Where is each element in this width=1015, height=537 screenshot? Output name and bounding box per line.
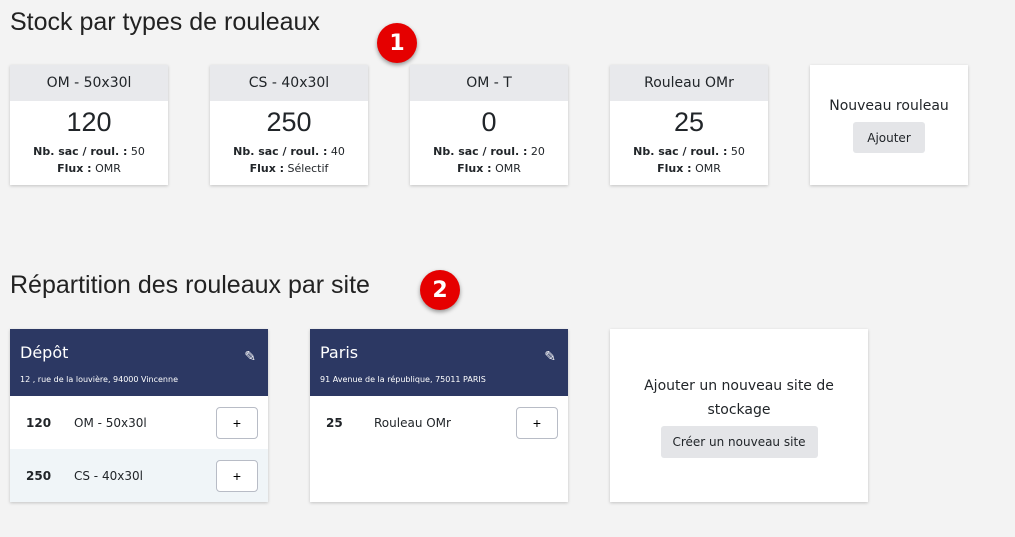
roll-stock: 25: [673, 107, 705, 137]
site-stock-row: 120 OM - 50x30l +: [10, 396, 268, 449]
roll-name: CS - 40x30l: [210, 65, 368, 101]
flux-value: OMR: [495, 162, 521, 175]
new-site-title: Ajouter un nouveau site de stockage: [644, 378, 834, 418]
site-name: Paris: [320, 343, 359, 362]
bags-value: 50: [130, 145, 145, 158]
step-badge-1: 1: [377, 23, 417, 63]
site-address: 12 , rue de la louvière, 94000 Vincenne: [20, 375, 178, 384]
bags-value: 50: [730, 145, 745, 158]
site-stock-row: 25 Rouleau OMr +: [310, 396, 568, 449]
roll-card: CS - 40x30l 250 Nb. sac / roul. : 40 Flu…: [210, 65, 368, 185]
site-name: Dépôt: [20, 343, 69, 362]
add-stock-button[interactable]: +: [516, 406, 558, 439]
stock-label: Rouleau OMr: [374, 415, 451, 430]
add-stock-button[interactable]: +: [216, 406, 258, 439]
new-roll-card: Nouveau rouleau Ajouter: [810, 65, 968, 185]
pencil-icon[interactable]: ✎: [544, 349, 556, 365]
create-site-button[interactable]: Créer un nouveau site: [660, 426, 818, 458]
flux-label: Flux :: [657, 162, 692, 175]
bags-label: Nb. sac / roul. :: [33, 145, 128, 158]
flux-value: Sélectif: [287, 162, 329, 175]
stock-label: OM - 50x30l: [74, 415, 147, 430]
bags-label: Nb. sac / roul. :: [633, 145, 728, 158]
roll-name: OM - 50x30l: [10, 65, 168, 101]
stock-label: CS - 40x30l: [74, 468, 143, 483]
add-roll-button[interactable]: Ajouter: [853, 122, 925, 153]
section-title-stock: Stock par types de rouleaux: [10, 8, 320, 36]
roll-stock: 0: [481, 107, 497, 137]
stock-qty: 120: [26, 415, 52, 430]
pencil-icon[interactable]: ✎: [244, 349, 256, 365]
stock-qty: 25: [326, 415, 343, 430]
bags-label: Nb. sac / roul. :: [233, 145, 328, 158]
roll-card: Rouleau OMr 25 Nb. sac / roul. : 50 Flux…: [610, 65, 768, 185]
step-badge-2: 2: [420, 270, 460, 310]
add-stock-button[interactable]: +: [216, 459, 258, 492]
new-site-card: Ajouter un nouveau site de stockage Crée…: [610, 329, 868, 502]
stock-qty: 250: [26, 468, 52, 483]
roll-card: OM - T 0 Nb. sac / roul. : 20 Flux : OMR: [410, 65, 568, 185]
roll-stock: 120: [66, 107, 112, 137]
bags-value: 20: [530, 145, 545, 158]
roll-card: OM - 50x30l 120 Nb. sac / roul. : 50 Flu…: [10, 65, 168, 185]
roll-stock: 250: [266, 107, 312, 137]
flux-label: Flux :: [249, 162, 285, 175]
site-stock-row: 250 CS - 40x30l +: [10, 449, 268, 502]
site-card: Paris ✎ 91 Avenue de la république, 7501…: [310, 329, 568, 502]
flux-value: OMR: [95, 162, 121, 175]
flux-label: Flux :: [57, 162, 92, 175]
bags-value: 40: [330, 145, 345, 158]
site-card: Dépôt ✎ 12 , rue de la louvière, 94000 V…: [10, 329, 268, 502]
flux-value: OMR: [695, 162, 721, 175]
site-address: 91 Avenue de la république, 75011 PARIS: [320, 375, 486, 384]
roll-name: Rouleau OMr: [610, 65, 768, 101]
roll-name: OM - T: [410, 65, 568, 101]
new-roll-title: Nouveau rouleau: [829, 98, 949, 114]
bags-label: Nb. sac / roul. :: [433, 145, 528, 158]
section-title-sites: Répartition des rouleaux par site: [10, 271, 370, 299]
flux-label: Flux :: [457, 162, 492, 175]
